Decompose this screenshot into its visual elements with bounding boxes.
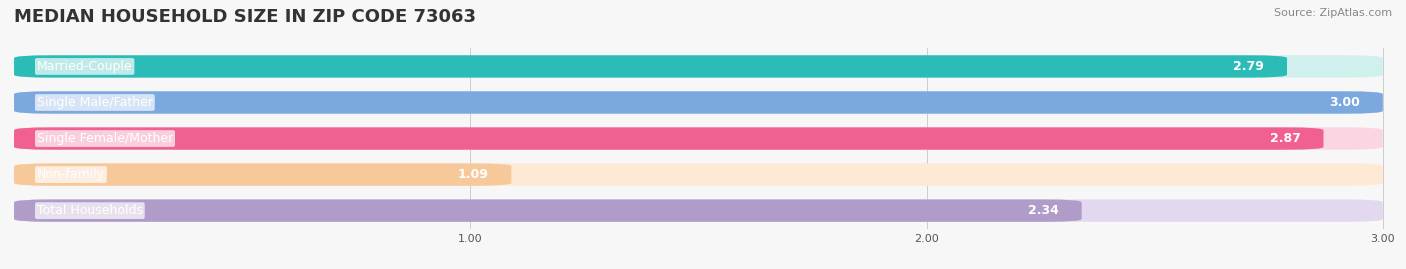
FancyBboxPatch shape [14, 91, 1384, 114]
FancyBboxPatch shape [14, 199, 1081, 222]
Text: Single Male/Father: Single Male/Father [37, 96, 153, 109]
Text: Non-family: Non-family [37, 168, 105, 181]
Text: Married-Couple: Married-Couple [37, 60, 132, 73]
FancyBboxPatch shape [14, 127, 1384, 150]
Text: 2.34: 2.34 [1028, 204, 1059, 217]
Text: Single Female/Mother: Single Female/Mother [37, 132, 173, 145]
Text: 3.00: 3.00 [1329, 96, 1360, 109]
Text: Source: ZipAtlas.com: Source: ZipAtlas.com [1274, 8, 1392, 18]
Text: Total Households: Total Households [37, 204, 143, 217]
FancyBboxPatch shape [14, 55, 1384, 78]
Text: 2.79: 2.79 [1233, 60, 1264, 73]
Text: 1.09: 1.09 [458, 168, 488, 181]
Text: 2.87: 2.87 [1270, 132, 1301, 145]
FancyBboxPatch shape [14, 55, 1286, 78]
FancyBboxPatch shape [14, 163, 512, 186]
Text: MEDIAN HOUSEHOLD SIZE IN ZIP CODE 73063: MEDIAN HOUSEHOLD SIZE IN ZIP CODE 73063 [14, 8, 477, 26]
FancyBboxPatch shape [14, 127, 1323, 150]
FancyBboxPatch shape [14, 163, 1384, 186]
FancyBboxPatch shape [14, 199, 1384, 222]
FancyBboxPatch shape [14, 91, 1384, 114]
